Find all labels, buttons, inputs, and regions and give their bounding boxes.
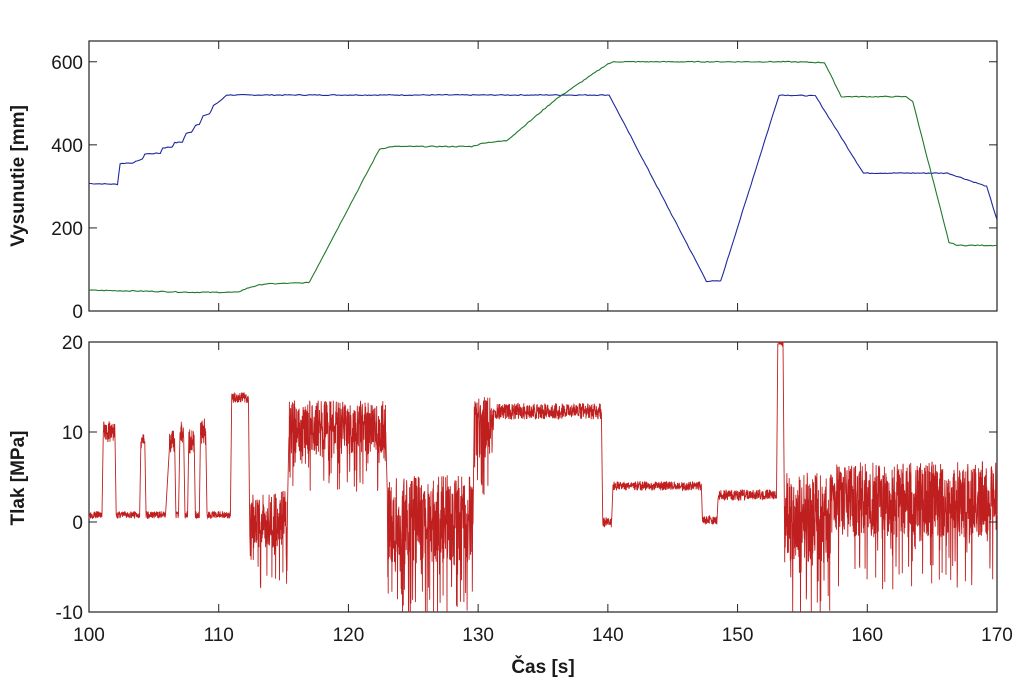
pressure-series-line — [88, 341, 998, 613]
time-xtick-label: 160 — [851, 625, 883, 646]
pressure-panel: -10 0 10 20 100 110 120 130 140 150 160 170 Tlak [… — [8, 41, 1013, 678]
time-x-axis-title: Čas [s] — [511, 656, 574, 678]
time-xtick-label: 100 — [73, 625, 105, 646]
pressure-plot-frame — [88, 341, 998, 613]
displacement-ytick-label: 200 — [51, 219, 83, 240]
pressure-ytick-label: -10 — [56, 603, 83, 624]
displacement-ytick-label: 600 — [51, 53, 83, 74]
time-xtick-label: 120 — [333, 625, 365, 646]
displacement-panel: 0 200 400 600 Vysunutie [mm] — [8, 40, 998, 323]
pressure-y-axis-title: Tlak [MPa] — [8, 430, 29, 525]
pressure-ytick-label: 0 — [72, 513, 83, 534]
displacement-series-2-line — [88, 60, 998, 294]
time-xtick-label: 110 — [204, 625, 234, 646]
displacement-y-ticks: 0 200 400 600 — [51, 53, 997, 323]
displacement-series-group — [88, 60, 998, 294]
pressure-y-ticks: -10 0 10 20 — [56, 333, 997, 624]
time-xtick-label: 140 — [592, 625, 624, 646]
pressure-ytick-label: 20 — [62, 333, 83, 354]
displacement-y-axis-title: Vysunutie [mm] — [8, 105, 29, 247]
time-xtick-label: 150 — [722, 625, 754, 646]
displacement-series-1-line — [89, 94, 998, 283]
time-xtick-label: 170 — [981, 625, 1013, 646]
displacement-ytick-label: 0 — [72, 302, 83, 323]
displacement-plot-frame — [88, 40, 998, 312]
time-xtick-label: 130 — [462, 625, 494, 646]
pressure-series-group — [88, 341, 998, 613]
time-x-ticks: 100 110 120 130 140 150 160 170 — [73, 41, 1013, 646]
pressure-ytick-label: 10 — [62, 423, 83, 444]
displacement-ytick-label: 400 — [51, 136, 83, 157]
